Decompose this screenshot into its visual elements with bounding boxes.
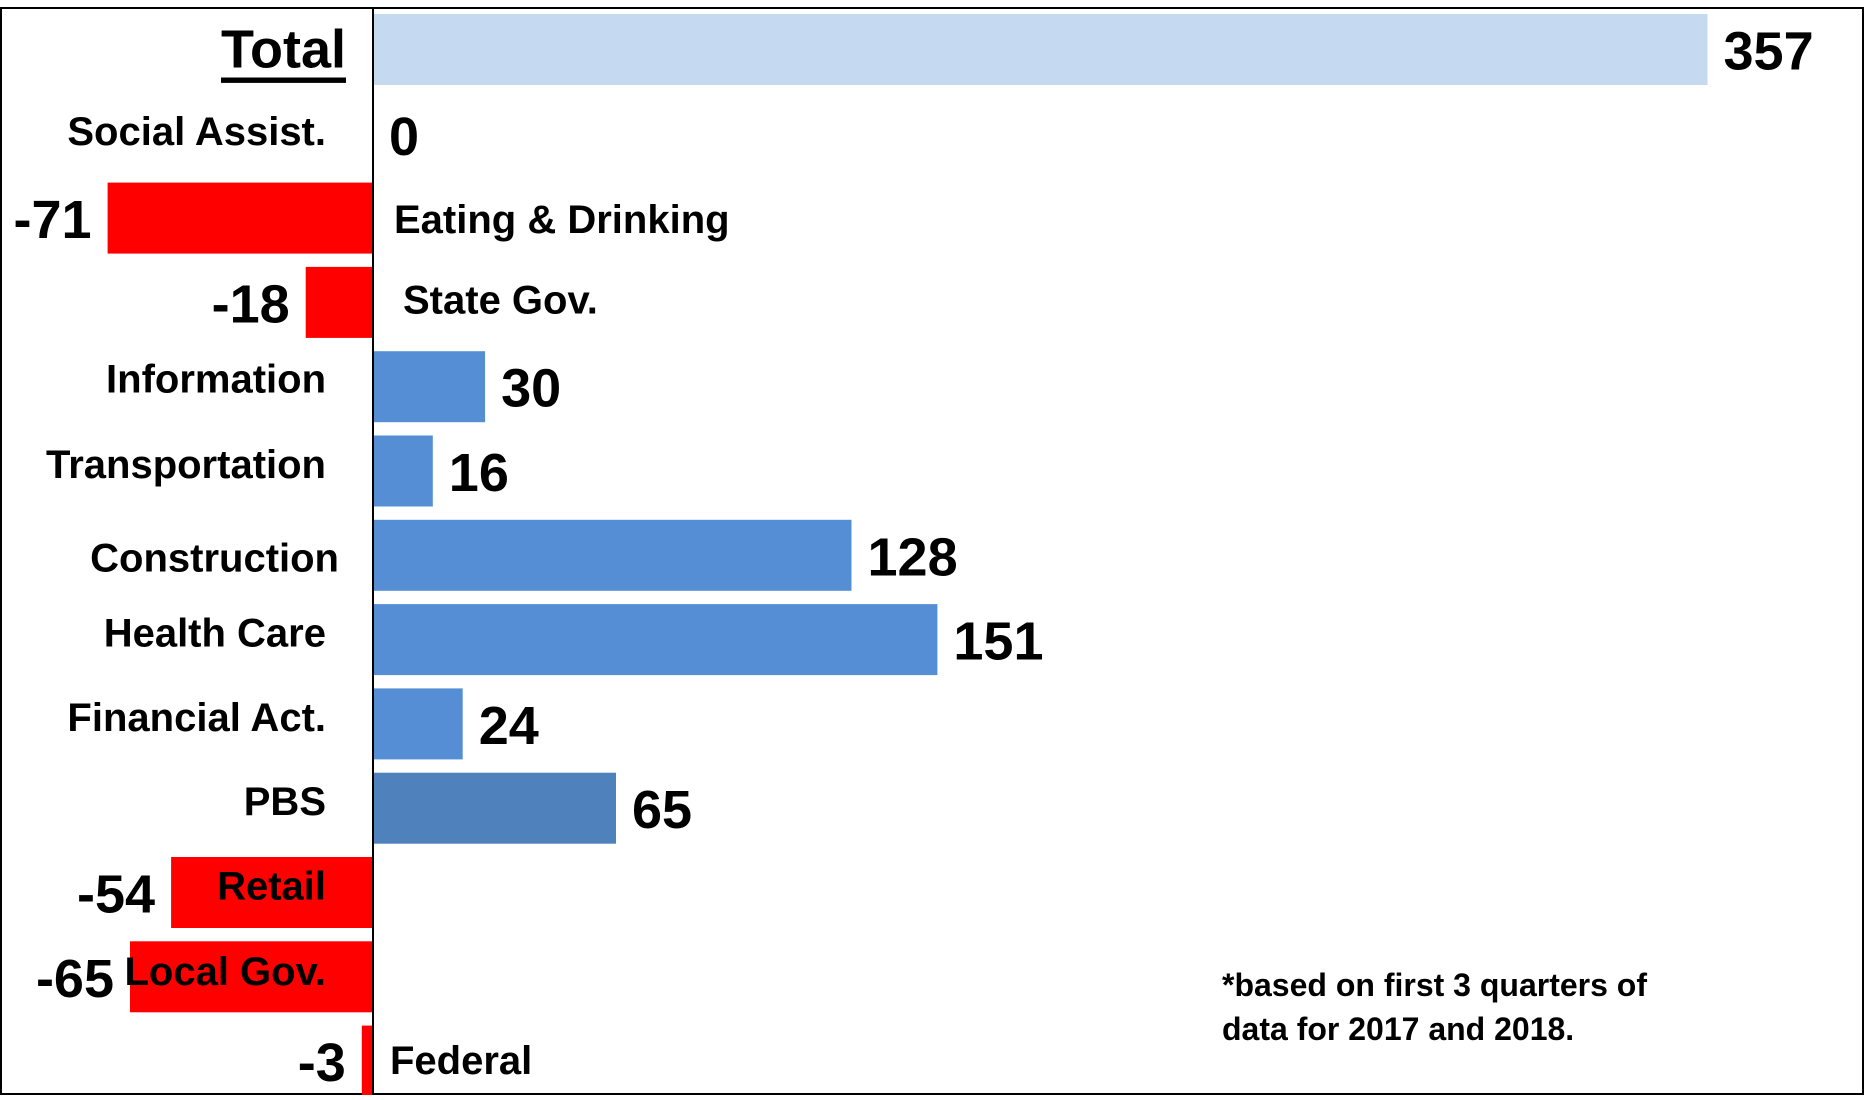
value-label: -71 bbox=[14, 190, 92, 250]
value-label: -3 bbox=[298, 1033, 346, 1093]
category-label: Eating & Drinking bbox=[394, 198, 730, 242]
bar bbox=[373, 519, 852, 591]
bar bbox=[171, 857, 373, 928]
bar bbox=[373, 435, 433, 507]
category-label: State Gov. bbox=[403, 278, 598, 322]
bars-layer bbox=[107, 14, 1708, 1097]
plot-frame bbox=[0, 7, 1864, 1095]
category-label: Federal bbox=[390, 1039, 532, 1083]
bar bbox=[373, 772, 616, 844]
category-label: Retail bbox=[217, 865, 326, 909]
value-label: 0 bbox=[389, 107, 419, 167]
value-label: 357 bbox=[1724, 22, 1814, 82]
bar bbox=[361, 1025, 373, 1097]
value-label: 128 bbox=[868, 527, 958, 587]
category-label: Financial Act. bbox=[67, 696, 326, 740]
bar bbox=[305, 266, 373, 338]
bar bbox=[130, 941, 373, 1013]
category-label: Social Assist. bbox=[67, 110, 326, 154]
value-label: 16 bbox=[449, 443, 509, 503]
value-label: -65 bbox=[36, 949, 114, 1009]
value-label: -54 bbox=[77, 865, 155, 925]
value-label: -18 bbox=[212, 274, 290, 334]
footnote-line-2: data for 2017 and 2018. bbox=[1222, 1011, 1575, 1047]
bar bbox=[373, 604, 938, 676]
value-label: 65 bbox=[632, 780, 692, 840]
bar bbox=[373, 14, 1708, 85]
category-label: Health Care bbox=[104, 612, 326, 656]
category-label: Transportation bbox=[46, 443, 326, 487]
bar bbox=[373, 351, 486, 423]
value-label: 24 bbox=[479, 696, 539, 756]
category-label: Local Gov. bbox=[124, 950, 326, 994]
bar bbox=[373, 688, 463, 760]
value-label: 30 bbox=[501, 359, 561, 419]
category-label: Construction bbox=[90, 536, 339, 580]
labels-layer: 357 Total 0 Social Assist. -71 Eating & Drink… bbox=[14, 20, 1814, 1094]
bar bbox=[107, 182, 373, 254]
footnote: *based on first 3 quarters of data for 2… bbox=[1222, 963, 1782, 1051]
category-label: PBS bbox=[244, 780, 326, 824]
category-label: Total bbox=[221, 20, 346, 80]
value-label: 151 bbox=[953, 612, 1043, 672]
footnote-line-1: *based on first 3 quarters of bbox=[1222, 967, 1647, 1003]
category-label: Information bbox=[106, 358, 326, 402]
